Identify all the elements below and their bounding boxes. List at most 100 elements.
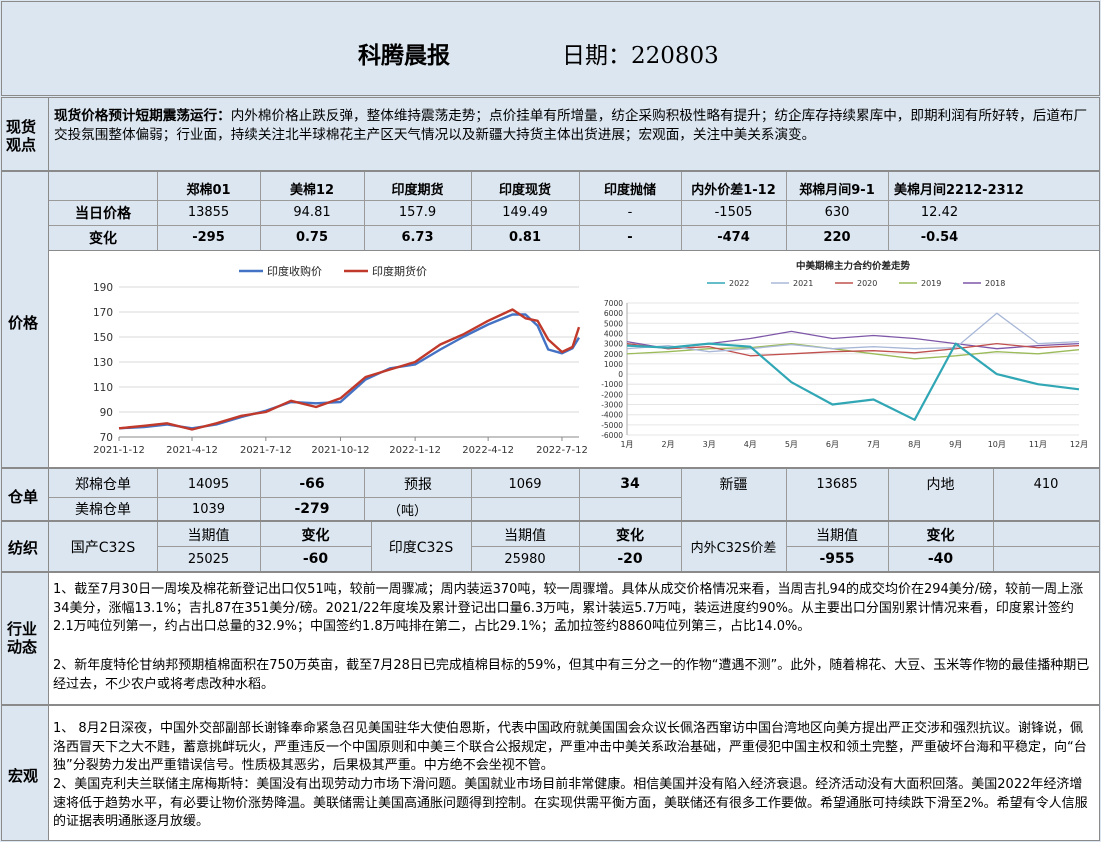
col-header: 印度抛储 xyxy=(603,182,656,198)
cell-change: 6.73 xyxy=(401,230,434,245)
y-tick-label: 3000 xyxy=(604,340,623,349)
x-tick-label: 2022-7-12 xyxy=(536,445,588,456)
x-tick-label: 2021-7-12 xyxy=(240,445,292,456)
spread-c32s-label: 内外C32S价差 xyxy=(690,541,777,556)
series-line-2021 xyxy=(626,312,1080,353)
domestic-cur-label: 当期值 xyxy=(187,527,230,544)
domestic-c32s-change: -60 xyxy=(302,551,329,567)
report-date: 日期：220803 xyxy=(562,43,719,69)
legend-label: 2019 xyxy=(921,279,941,288)
col-header: 印度现货 xyxy=(498,182,551,198)
x-tick-label: 5月 xyxy=(785,440,798,449)
x-tick-label: 2021-4-12 xyxy=(166,445,218,456)
inland-value: 410 xyxy=(1033,476,1059,492)
zheng-warehouse-label: 郑棉仓单 xyxy=(75,477,131,493)
report-title: 科腾晨报 xyxy=(358,42,450,69)
spot-lead: 现货价格预计短期震荡运行： xyxy=(54,108,231,124)
us-warehouse-value: 1039 xyxy=(191,501,226,517)
x-tick-label: 6月 xyxy=(826,440,839,449)
x-tick-label: 2月 xyxy=(662,440,675,449)
india-price-chart: 70 90 110 130 150 170 190 2021-1-12 2021-4-12 202… xyxy=(93,264,588,456)
legend-label: 2020 xyxy=(857,279,877,288)
x-tick-label: 7月 xyxy=(867,440,880,449)
x-tick-label: 12月 xyxy=(1070,440,1088,449)
x-tick-label: 2022-1-12 xyxy=(389,445,441,456)
series-line-2020 xyxy=(626,342,1080,357)
cell-value: 149.49 xyxy=(502,205,548,220)
spread-chg-label: 变化 xyxy=(926,527,955,544)
india-c32s-value: 25980 xyxy=(504,551,546,567)
cell-value: 94.81 xyxy=(293,205,331,220)
spot-body: 内外棉价格止跌反弹，整体维持震荡走势；点价挂单有所增量，纺企采购积极性略有提升；… xyxy=(54,108,1088,143)
x-tick-label: 2021-10-12 xyxy=(311,445,369,456)
x-tick-label: 8月 xyxy=(908,440,921,449)
y-tick-label: 0 xyxy=(618,370,623,379)
x-tick-label: 2021-1-12 xyxy=(93,445,145,456)
y-tick-label: -5000 xyxy=(601,421,623,430)
india-c32s-label: 印度C32S xyxy=(388,539,454,556)
series-line-2 xyxy=(118,308,581,431)
legend-label: 2022 xyxy=(729,279,749,288)
y-tick-label: 70 xyxy=(100,432,113,444)
macro-label: 宏观 xyxy=(8,767,39,785)
macro-item-2: 2、美国克利夫兰联储主席梅斯特：美国没有出现劳动力市场下滑问题。美国就业市场目前… xyxy=(53,777,1088,829)
us-warehouse-change: -279 xyxy=(294,501,330,517)
industry-item-2: 2、新年度特伦甘纳邦预期植棉面积在750万英亩，截至7月28日已完成植棉目标的5… xyxy=(53,658,1090,692)
y-tick-label: 7000 xyxy=(604,299,623,308)
row-label-change: 变化 xyxy=(89,230,117,247)
india-chg-label: 变化 xyxy=(616,527,644,544)
col-header: 郑棉月间9-1 xyxy=(799,182,875,198)
y-tick-label: 4000 xyxy=(604,329,623,338)
y-tick-label: 110 xyxy=(93,382,113,394)
spread-c32s-change: -40 xyxy=(927,551,954,567)
x-tick-label: 1月 xyxy=(620,440,633,449)
cn-us-spread-chart: 中美期棉主力合约价差走势 2022 2021 2020 2019 2018 -6000-50… xyxy=(601,260,1088,449)
forecast-value: 1069 xyxy=(508,476,542,492)
col-header: 印度期货 xyxy=(391,182,444,198)
spread-cur-label: 当期值 xyxy=(816,527,858,544)
cell-change: 0.75 xyxy=(295,230,329,245)
india-c32s-change: -20 xyxy=(617,551,643,567)
y-tick-label: 90 xyxy=(100,407,113,419)
cell-value: - xyxy=(627,205,633,220)
textile-label: 纺织 xyxy=(8,539,39,557)
y-tick-label: 130 xyxy=(93,357,113,369)
y-tick-label: 2000 xyxy=(604,350,623,359)
xinjiang-label: 新疆 xyxy=(719,477,748,493)
forecast-change: 34 xyxy=(620,476,640,492)
inland-label: 内地 xyxy=(926,477,955,493)
col-header: 美棉月间2212-2312 xyxy=(894,182,1024,198)
series-line-2022 xyxy=(626,342,1080,421)
spot-label: 现货观点 xyxy=(6,118,37,154)
y-tick-label: 6000 xyxy=(604,309,623,318)
legend-label: 2018 xyxy=(985,279,1005,288)
cell-value: 13855 xyxy=(187,205,230,220)
x-tick-label: 4月 xyxy=(744,440,757,449)
macro-item-1: 1、 8月2日深夜，中国外交部副部长谢锋奉命紧急召见美国驻华大使伯恩斯，代表中国… xyxy=(53,721,1087,773)
cell-change: 220 xyxy=(823,230,851,245)
col-header: 郑棉01 xyxy=(186,182,231,198)
chart-title: 中美期棉主力合约价差走势 xyxy=(796,260,911,272)
col-header: 美棉12 xyxy=(289,182,335,198)
warehouse-table: 郑棉仓单 14095 -66 预报 1069 34 新疆 13685 内地 41… xyxy=(48,468,1100,521)
x-tick-label: 3月 xyxy=(703,440,716,449)
series-line-1 xyxy=(118,313,581,430)
domestic-c32s-label: 国产C32S xyxy=(70,539,136,556)
x-tick-label: 9月 xyxy=(949,440,962,449)
y-tick-label: -4000 xyxy=(601,411,623,420)
cell-change: -295 xyxy=(192,230,225,245)
macro-content: 1、 8月2日深夜，中国外交部副部长谢锋奉命紧急召见美国驻华大使伯恩斯，代表中国… xyxy=(48,705,1100,841)
y-tick-label: -3000 xyxy=(601,401,623,410)
domestic-c32s-value: 25025 xyxy=(187,551,230,567)
industry-item-1: 1、截至7月30日一周埃及棉花新登记出口仅51吨，较前一周骤减；周内装运370吨… xyxy=(53,582,1084,634)
y-tick-label: -2000 xyxy=(601,390,623,399)
legend-label: 2021 xyxy=(793,279,813,288)
y-tick-label: 1000 xyxy=(604,360,623,369)
industry-label: 行业动态 xyxy=(7,620,38,656)
legend-label: 印度收购价 xyxy=(267,264,322,278)
row-label-today: 当日价格 xyxy=(75,205,131,222)
x-tick-label: 2022-4-12 xyxy=(462,445,514,456)
y-tick-label: -6000 xyxy=(601,431,623,440)
col-header: 内外价差1-12 xyxy=(691,182,776,198)
